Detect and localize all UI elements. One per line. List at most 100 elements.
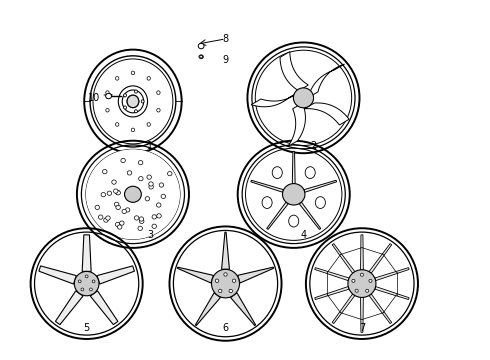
Ellipse shape <box>74 271 99 296</box>
Polygon shape <box>369 294 392 324</box>
Text: 4: 4 <box>300 230 307 240</box>
Polygon shape <box>375 267 409 281</box>
Polygon shape <box>361 297 363 332</box>
Ellipse shape <box>352 279 355 282</box>
Text: 7: 7 <box>359 323 365 333</box>
Ellipse shape <box>147 77 150 80</box>
Polygon shape <box>304 180 337 192</box>
Polygon shape <box>251 92 299 107</box>
Ellipse shape <box>127 95 139 108</box>
Ellipse shape <box>112 180 116 184</box>
Ellipse shape <box>168 171 172 176</box>
Ellipse shape <box>123 106 126 109</box>
Ellipse shape <box>102 170 107 174</box>
Ellipse shape <box>159 183 164 187</box>
Ellipse shape <box>121 158 125 163</box>
Ellipse shape <box>116 205 121 210</box>
Polygon shape <box>231 293 256 325</box>
Ellipse shape <box>369 279 372 282</box>
Ellipse shape <box>145 197 149 201</box>
Ellipse shape <box>81 288 84 291</box>
Ellipse shape <box>92 280 95 283</box>
Ellipse shape <box>148 182 153 186</box>
Ellipse shape <box>114 202 119 206</box>
Ellipse shape <box>127 171 132 175</box>
Ellipse shape <box>85 275 88 278</box>
Ellipse shape <box>116 123 119 126</box>
Ellipse shape <box>138 161 143 165</box>
Ellipse shape <box>156 203 161 207</box>
Ellipse shape <box>107 191 112 195</box>
Polygon shape <box>97 266 134 284</box>
Polygon shape <box>308 64 344 98</box>
Polygon shape <box>315 287 349 300</box>
Ellipse shape <box>262 197 272 208</box>
Text: 6: 6 <box>222 323 228 333</box>
Ellipse shape <box>86 149 180 239</box>
Ellipse shape <box>116 77 119 80</box>
Ellipse shape <box>90 288 92 291</box>
Ellipse shape <box>139 176 143 181</box>
Ellipse shape <box>215 279 219 283</box>
Ellipse shape <box>157 214 161 218</box>
Ellipse shape <box>360 273 364 276</box>
Ellipse shape <box>348 270 376 297</box>
Ellipse shape <box>120 221 124 225</box>
Polygon shape <box>177 267 214 283</box>
Ellipse shape <box>124 186 141 202</box>
Ellipse shape <box>131 71 135 75</box>
Text: 5: 5 <box>83 323 90 333</box>
Ellipse shape <box>272 167 282 179</box>
Ellipse shape <box>114 189 118 193</box>
Ellipse shape <box>138 226 143 230</box>
Ellipse shape <box>305 167 315 179</box>
Ellipse shape <box>283 184 305 205</box>
Polygon shape <box>361 235 363 270</box>
Ellipse shape <box>123 94 126 97</box>
Ellipse shape <box>141 100 144 103</box>
Ellipse shape <box>229 289 232 293</box>
Polygon shape <box>304 103 349 125</box>
Polygon shape <box>369 244 392 273</box>
Polygon shape <box>299 202 321 229</box>
Ellipse shape <box>289 215 299 227</box>
Ellipse shape <box>125 208 130 212</box>
Ellipse shape <box>106 93 112 99</box>
Text: 2: 2 <box>310 141 317 151</box>
Polygon shape <box>293 152 295 184</box>
Ellipse shape <box>316 197 325 208</box>
Ellipse shape <box>140 219 144 224</box>
Polygon shape <box>280 51 308 91</box>
Polygon shape <box>196 293 220 325</box>
Ellipse shape <box>152 215 156 219</box>
Ellipse shape <box>118 225 122 229</box>
Ellipse shape <box>232 279 236 283</box>
Ellipse shape <box>157 108 160 112</box>
Ellipse shape <box>147 123 150 126</box>
Text: 9: 9 <box>222 55 228 65</box>
Ellipse shape <box>199 55 203 59</box>
Polygon shape <box>332 294 355 324</box>
Ellipse shape <box>200 55 202 58</box>
Ellipse shape <box>212 269 240 298</box>
Ellipse shape <box>122 209 126 213</box>
Polygon shape <box>55 291 83 325</box>
Ellipse shape <box>78 280 81 283</box>
Ellipse shape <box>219 289 222 293</box>
Ellipse shape <box>152 224 156 228</box>
Ellipse shape <box>134 110 137 113</box>
Ellipse shape <box>355 289 358 292</box>
Ellipse shape <box>294 88 314 108</box>
Ellipse shape <box>149 185 153 189</box>
Ellipse shape <box>147 175 151 179</box>
Ellipse shape <box>106 91 109 94</box>
Ellipse shape <box>366 289 369 292</box>
Ellipse shape <box>116 191 121 195</box>
Ellipse shape <box>101 193 105 197</box>
Polygon shape <box>39 266 76 284</box>
Ellipse shape <box>104 218 108 222</box>
Polygon shape <box>315 267 349 281</box>
Polygon shape <box>238 267 273 283</box>
Polygon shape <box>90 291 118 325</box>
Ellipse shape <box>139 217 144 221</box>
